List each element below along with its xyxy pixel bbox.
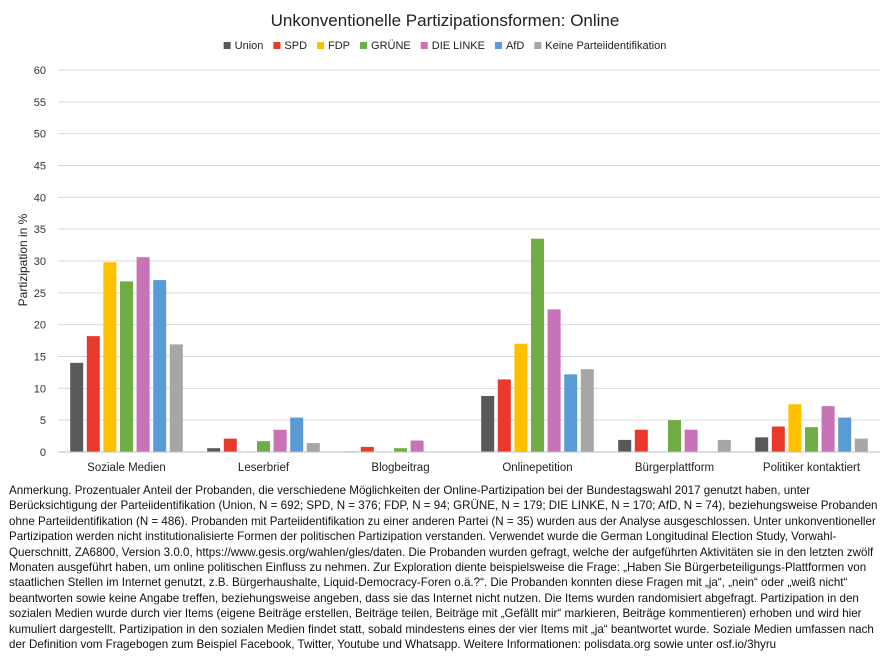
bar <box>360 446 374 452</box>
y-tick-label: 25 <box>34 288 46 300</box>
legend-swatch <box>273 42 281 49</box>
bar-chart: Unkonventionelle Partizipationsformen: O… <box>16 11 880 474</box>
y-tick-label: 50 <box>34 129 46 141</box>
legend-label: FDP <box>328 40 350 52</box>
legend-swatch <box>317 42 325 49</box>
legend-swatch <box>420 42 428 49</box>
y-axis-label: Partizipation in % <box>16 213 30 306</box>
legend-label: Union <box>235 40 264 52</box>
bar <box>821 406 835 452</box>
legend-label: DIE LINKE <box>432 40 485 52</box>
bar <box>410 440 424 452</box>
bar <box>805 427 818 452</box>
x-tick-label: Soziale Medien <box>87 462 166 474</box>
bar <box>514 343 528 452</box>
bar <box>70 362 84 452</box>
y-tick-label: 55 <box>34 97 46 109</box>
y-tick-label: 60 <box>34 65 46 77</box>
x-tick-label: Politiker kontaktiert <box>763 462 861 474</box>
y-tick-label: 45 <box>34 161 46 173</box>
x-axis-labels: Soziale Medien Leserbrief Blogbeitrag Onlin… <box>87 462 861 474</box>
y-tick-label: 0 <box>40 447 46 459</box>
bar <box>86 336 100 452</box>
bar <box>755 437 769 452</box>
bars <box>70 238 868 452</box>
legend-label: Keine Parteiidentifikation <box>545 40 666 52</box>
x-tick-label: Bürgerplattform <box>635 462 714 474</box>
bar <box>290 417 304 452</box>
bar <box>618 439 632 452</box>
legend-label: AfD <box>506 40 524 52</box>
bar <box>481 395 495 452</box>
y-tick-label: 35 <box>34 224 46 236</box>
bar <box>668 420 681 452</box>
x-tick-label: Blogbeitrag <box>371 462 429 474</box>
y-tick-label: 10 <box>34 383 46 395</box>
bar <box>103 262 117 452</box>
y-tick-label: 40 <box>34 192 46 204</box>
legend-label: SPD <box>284 40 307 52</box>
bar <box>153 280 167 452</box>
bar <box>169 344 183 452</box>
bar <box>531 238 544 452</box>
y-axis-ticks: 0 5 10 15 20 25 30 35 40 45 50 55 60 <box>34 65 46 459</box>
bar <box>547 309 561 452</box>
bar <box>120 281 133 452</box>
bar <box>136 257 150 452</box>
bar <box>306 443 320 452</box>
bar <box>394 448 407 452</box>
bar <box>634 429 648 452</box>
bar <box>223 438 237 452</box>
bar <box>273 429 287 452</box>
bar <box>207 448 221 452</box>
bar <box>788 404 802 452</box>
legend-swatch <box>494 42 502 49</box>
bar <box>580 369 594 452</box>
bar <box>717 439 731 452</box>
legend-swatch <box>360 42 368 49</box>
y-tick-label: 30 <box>34 256 46 268</box>
x-tick-label: Onlinepetition <box>502 462 572 474</box>
y-tick-label: 20 <box>34 320 46 332</box>
bar <box>838 417 852 452</box>
bar <box>564 374 578 452</box>
bar <box>771 426 785 452</box>
legend-swatch <box>534 42 542 49</box>
chart-note: Anmerkung. Prozentualer Anteil der Proba… <box>9 484 878 652</box>
y-tick-label: 5 <box>40 415 46 427</box>
gridlines <box>58 69 880 421</box>
bar <box>257 441 270 452</box>
x-tick-label: Leserbrief <box>238 462 290 474</box>
legend-swatch <box>223 42 231 49</box>
bar <box>854 438 868 452</box>
legend-label: GRÜNE <box>371 40 411 52</box>
y-tick-label: 15 <box>34 352 46 364</box>
bar <box>684 429 698 452</box>
legend: Union SPD FDP GRÜNE DIE LINKE AfD Keine Partei… <box>223 40 666 52</box>
bar <box>497 379 511 452</box>
chart-title: Unkonventionelle Partizipationsformen: O… <box>271 11 620 30</box>
